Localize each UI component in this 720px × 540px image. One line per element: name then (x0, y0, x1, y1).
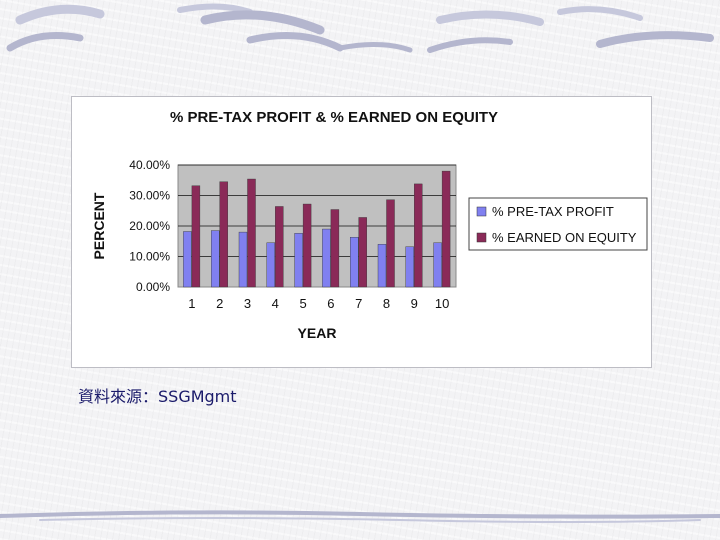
x-tick-label: 1 (188, 296, 195, 311)
bar-pretax (405, 246, 414, 288)
legend-label: % EARNED ON EQUITY (492, 230, 637, 245)
bar-equity (330, 209, 340, 288)
bar-pretax (238, 231, 248, 288)
bar-pretax (433, 242, 442, 288)
legend-box (468, 197, 648, 251)
bar-equity (358, 217, 367, 288)
bar-equity (414, 183, 423, 288)
x-tick-label: 7 (355, 296, 362, 311)
bar-equity (302, 203, 312, 288)
x-tick-label: 8 (383, 296, 390, 311)
x-tick-label: 2 (216, 296, 223, 311)
x-axis-label: YEAR (298, 325, 337, 341)
y-tick-label: 10.00% (129, 250, 170, 264)
decorative-footer-strokes (0, 510, 720, 523)
bar-pretax (183, 231, 192, 288)
bar-pretax (350, 237, 359, 288)
bar-chart: % PRE-TAX PROFIT & % EARNED ON EQUITY 0.0… (91, 109, 648, 341)
chart-panel: % PRE-TAX PROFIT & % EARNED ON EQUITY 0.0… (71, 96, 652, 368)
y-tick-label: 20.00% (129, 219, 170, 233)
decorative-header-strokes (6, 3, 714, 53)
x-tick-label: 10 (435, 296, 449, 311)
bar-pretax (266, 242, 276, 288)
x-tick-label: 9 (411, 296, 418, 311)
bar-pretax (322, 228, 331, 288)
source-note: 資料來源：SSGMgmt (78, 387, 237, 406)
x-tick-label: 4 (272, 296, 279, 311)
y-tick-label: 40.00% (129, 158, 170, 172)
bar-equity (275, 206, 284, 288)
x-tick-label: 3 (244, 296, 251, 311)
x-tick-label: 5 (299, 296, 306, 311)
bar-pretax (377, 244, 387, 288)
bar-equity (386, 199, 395, 288)
y-tick-label: 0.00% (136, 280, 170, 294)
bar-equity (247, 178, 256, 288)
x-tick-label: 6 (327, 296, 334, 311)
bar-equity (219, 181, 228, 288)
y-tick-label: 30.00% (129, 189, 170, 203)
chart-title: % PRE-TAX PROFIT & % EARNED ON EQUITY (170, 109, 498, 126)
bar-pretax (294, 233, 303, 288)
bar-equity (441, 170, 451, 288)
legend-label: % PRE-TAX PROFIT (492, 204, 614, 219)
legend-swatch (476, 232, 487, 243)
legend-swatch (476, 206, 487, 217)
y-axis-label: PERCENT (91, 192, 107, 259)
bar-equity (191, 185, 201, 288)
bar-pretax (210, 230, 220, 288)
